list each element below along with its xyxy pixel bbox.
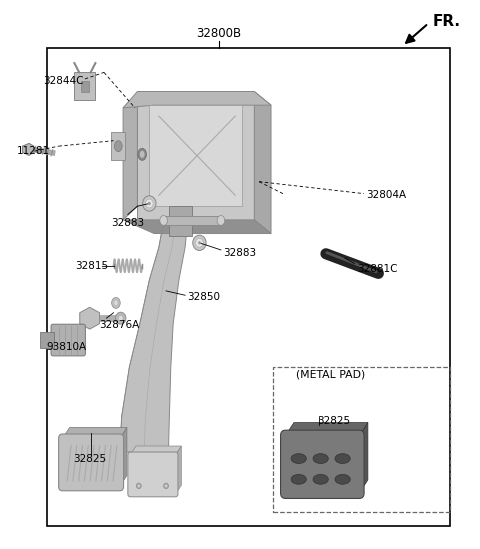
Ellipse shape	[335, 474, 350, 484]
Polygon shape	[176, 446, 181, 494]
Ellipse shape	[148, 202, 151, 205]
Text: 32844C: 32844C	[43, 76, 84, 86]
Ellipse shape	[165, 485, 167, 487]
Polygon shape	[80, 307, 99, 329]
Polygon shape	[360, 423, 368, 493]
FancyBboxPatch shape	[281, 430, 364, 498]
Ellipse shape	[140, 151, 144, 158]
Bar	[169, 206, 192, 236]
Ellipse shape	[114, 300, 118, 306]
Ellipse shape	[164, 483, 168, 489]
Polygon shape	[130, 446, 181, 455]
Text: 32881C: 32881C	[357, 264, 397, 274]
Ellipse shape	[313, 453, 328, 463]
Ellipse shape	[198, 241, 201, 244]
Ellipse shape	[160, 216, 168, 225]
Text: 32876A: 32876A	[99, 320, 140, 330]
Text: 93810A: 93810A	[47, 341, 87, 351]
Ellipse shape	[138, 485, 140, 487]
Polygon shape	[23, 143, 34, 155]
Polygon shape	[285, 423, 368, 436]
FancyBboxPatch shape	[59, 434, 123, 491]
Ellipse shape	[118, 316, 123, 321]
Ellipse shape	[291, 453, 306, 463]
Bar	[274, 367, 450, 512]
Polygon shape	[137, 92, 254, 220]
Ellipse shape	[217, 216, 225, 225]
Polygon shape	[111, 132, 125, 160]
Ellipse shape	[193, 235, 206, 250]
Ellipse shape	[136, 483, 141, 489]
Text: 32800B: 32800B	[196, 26, 241, 40]
Ellipse shape	[112, 298, 120, 309]
FancyBboxPatch shape	[128, 452, 178, 497]
Polygon shape	[123, 92, 271, 108]
Polygon shape	[123, 94, 137, 220]
Ellipse shape	[335, 453, 350, 463]
Bar	[47, 48, 450, 526]
Polygon shape	[254, 92, 271, 233]
Text: 11281: 11281	[17, 146, 50, 156]
Text: 32804A: 32804A	[366, 191, 407, 200]
Text: 32883: 32883	[111, 217, 144, 228]
Polygon shape	[123, 220, 271, 233]
Ellipse shape	[138, 148, 146, 160]
Ellipse shape	[115, 141, 122, 152]
Ellipse shape	[116, 312, 126, 324]
Text: 32850: 32850	[188, 293, 220, 302]
Polygon shape	[120, 428, 127, 486]
Ellipse shape	[291, 474, 306, 484]
Text: 32883: 32883	[223, 248, 256, 257]
Text: 32815: 32815	[75, 261, 108, 271]
Bar	[81, 81, 89, 92]
Bar	[39, 332, 54, 348]
Polygon shape	[62, 428, 127, 438]
Ellipse shape	[196, 238, 203, 247]
Bar	[74, 72, 96, 100]
Text: 32825: 32825	[317, 416, 350, 426]
Text: 32825: 32825	[73, 454, 106, 464]
Ellipse shape	[145, 199, 153, 208]
Polygon shape	[149, 105, 242, 206]
Polygon shape	[120, 221, 188, 452]
Text: (METAL PAD): (METAL PAD)	[296, 369, 365, 379]
Text: FR.: FR.	[432, 14, 460, 29]
Ellipse shape	[143, 196, 156, 211]
FancyBboxPatch shape	[51, 324, 85, 356]
Bar	[164, 216, 221, 225]
Ellipse shape	[313, 474, 328, 484]
